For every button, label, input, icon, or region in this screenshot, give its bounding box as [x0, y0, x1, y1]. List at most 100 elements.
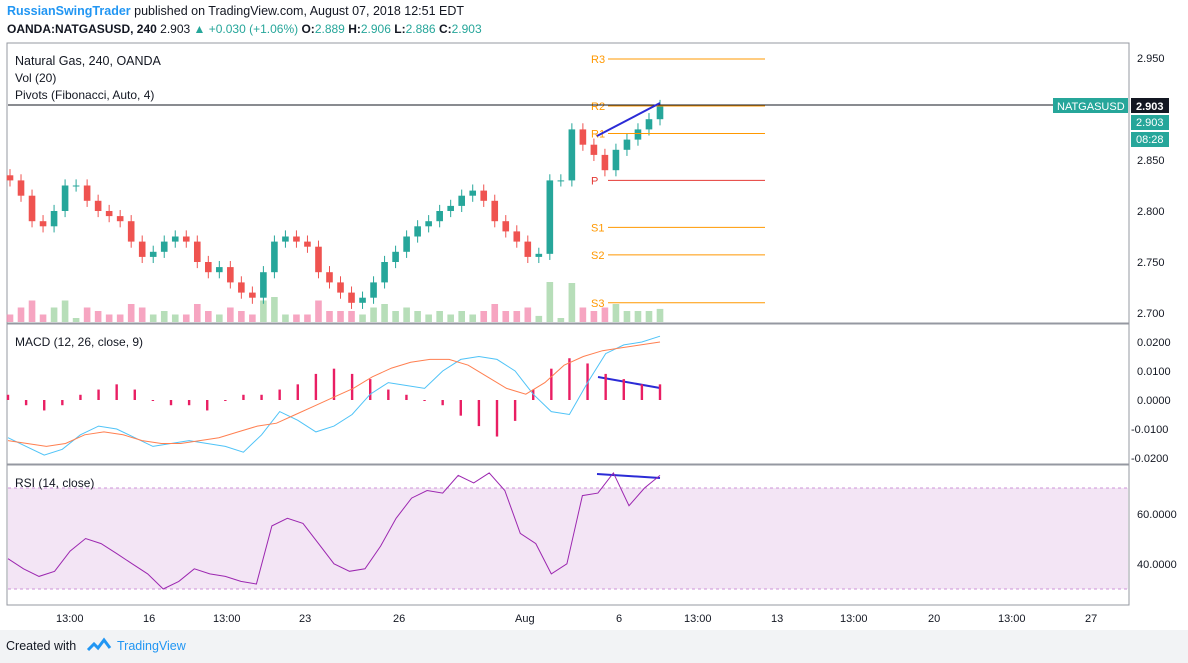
macd-histogram-bar	[242, 394, 245, 400]
volume-bar	[392, 311, 399, 322]
pivot-label: R2	[591, 101, 605, 113]
candle-body	[182, 236, 190, 242]
time-axis[interactable]: 13:00 16 13:00 23 26 Aug 6 13:00 13 13:0…	[56, 613, 1097, 625]
price-pane[interactable]	[6, 42, 1130, 324]
macd-histogram-bar	[550, 368, 553, 400]
macd-axis[interactable]: 0.0200 0.0100 0.0000 -0.0100 -0.0200	[1131, 337, 1171, 465]
symbol-tag: NATGASUSD	[1057, 101, 1125, 113]
time-tick: 13:00	[213, 613, 241, 625]
candle-body	[447, 205, 454, 211]
volume-bar	[50, 307, 58, 322]
tradingview-link[interactable]: TradingView	[117, 639, 186, 653]
macd-histogram-bar	[387, 389, 390, 400]
volume-bar	[72, 318, 80, 322]
rsi-band	[8, 488, 1128, 589]
price-axis[interactable]: 2.950 2.900 2.850 2.800 2.750 2.700	[1137, 53, 1165, 320]
volume-bar	[623, 311, 631, 322]
price-tag: 2.903	[1136, 117, 1164, 129]
candle-body	[304, 241, 311, 247]
candle-body	[524, 241, 532, 257]
macd-histogram-bar	[133, 389, 136, 400]
volume-bar	[557, 318, 565, 322]
time-tick: 13	[771, 613, 783, 625]
volume-bar	[370, 307, 377, 322]
candle-body	[612, 149, 620, 171]
pivot-label: P	[591, 175, 598, 187]
candle-body	[193, 241, 201, 262]
rsi-legend: RSI (14, close)	[15, 476, 94, 490]
candle-body	[72, 185, 80, 187]
candle-body	[205, 262, 212, 273]
candle-body	[381, 262, 388, 283]
candle-body	[28, 195, 36, 222]
candle-body	[105, 211, 113, 217]
candle-body	[149, 251, 157, 257]
candle-body	[83, 185, 91, 201]
macd-histogram-bar	[640, 384, 644, 400]
rsi-trendline[interactable]	[596, 473, 661, 479]
volume-bars	[6, 282, 664, 322]
time-tick: 13:00	[684, 613, 712, 625]
symbol-info-line: OANDA:NATGASUSD, 240 2.903 ▲ +0.030 (+1.…	[7, 22, 482, 36]
macd-histogram-bar	[97, 389, 100, 400]
volume-bar	[403, 307, 410, 322]
volume-bar	[6, 314, 14, 322]
macd-histogram-bar	[369, 379, 372, 400]
candle-body	[293, 236, 300, 242]
price-trendline[interactable]	[596, 102, 661, 137]
volume-bar	[546, 282, 554, 322]
candle-body	[458, 195, 465, 206]
volume-bar	[238, 311, 245, 322]
macd-trendline[interactable]	[597, 376, 661, 389]
chart-area[interactable]: R3R2R1PS1S2S3 Natural Gas, 240, OANDA Vo…	[0, 40, 1188, 630]
created-with-text: Created with	[6, 639, 77, 653]
pivot-label: S1	[591, 222, 604, 234]
macd-tick: -0.0200	[1131, 453, 1168, 465]
macd-histogram-bar	[405, 394, 408, 400]
symbol-name: OANDA:NATGASUSD, 240	[7, 22, 157, 36]
volume-bar	[61, 300, 69, 322]
volume-bar	[17, 307, 25, 322]
macd-plot	[6, 335, 662, 456]
author-link[interactable]: RussianSwingTrader	[7, 4, 131, 18]
low-value: 2.886	[405, 22, 436, 36]
candle-body	[160, 241, 168, 252]
volume-bar	[227, 307, 234, 322]
tradingview-logo-icon[interactable]	[86, 636, 112, 656]
time-tick: 23	[299, 613, 311, 625]
publish-header: RussianSwingTrader published on TradingV…	[0, 0, 1188, 40]
candle-body	[546, 180, 554, 254]
time-tick: 13:00	[840, 613, 868, 625]
chart-svg[interactable]: R3R2R1PS1S2S3 Natural Gas, 240, OANDA Vo…	[0, 40, 1188, 630]
macd-pane[interactable]	[6, 323, 1130, 465]
macd-histogram-bar	[187, 400, 191, 406]
volume-bar	[524, 307, 532, 322]
rsi-axis[interactable]: 60.0000 40.0000	[1137, 509, 1177, 571]
macd-tick: 0.0200	[1137, 337, 1171, 349]
candle-body	[127, 221, 135, 242]
macd-histogram-bar	[115, 384, 118, 400]
footer: Created with TradingView	[0, 630, 1188, 663]
candle-body	[315, 246, 322, 273]
candle-body	[513, 231, 521, 242]
close-value: 2.903	[451, 22, 482, 36]
time-tick: Aug	[515, 613, 535, 625]
volume-bar	[94, 311, 102, 322]
price-tick: 2.800	[1137, 206, 1165, 218]
candle-body	[590, 144, 598, 155]
volume-bar	[271, 297, 278, 322]
publish-line: RussianSwingTrader published on TradingV…	[7, 4, 464, 18]
price-change: ▲ +0.030 (+1.06%)	[193, 22, 299, 36]
volume-bar	[304, 314, 311, 322]
volume-bar	[149, 314, 157, 322]
volume-bar	[359, 314, 366, 322]
volume-bar	[513, 311, 521, 322]
macd-histogram-bar	[224, 400, 227, 401]
rsi-tick: 40.0000	[1137, 559, 1177, 571]
macd-tick: 0.0100	[1137, 366, 1171, 378]
macd-histogram-bar	[658, 384, 662, 400]
candle-body	[634, 129, 642, 140]
candle-body	[337, 282, 344, 293]
candle-body	[238, 282, 245, 293]
candle-body	[359, 297, 366, 303]
